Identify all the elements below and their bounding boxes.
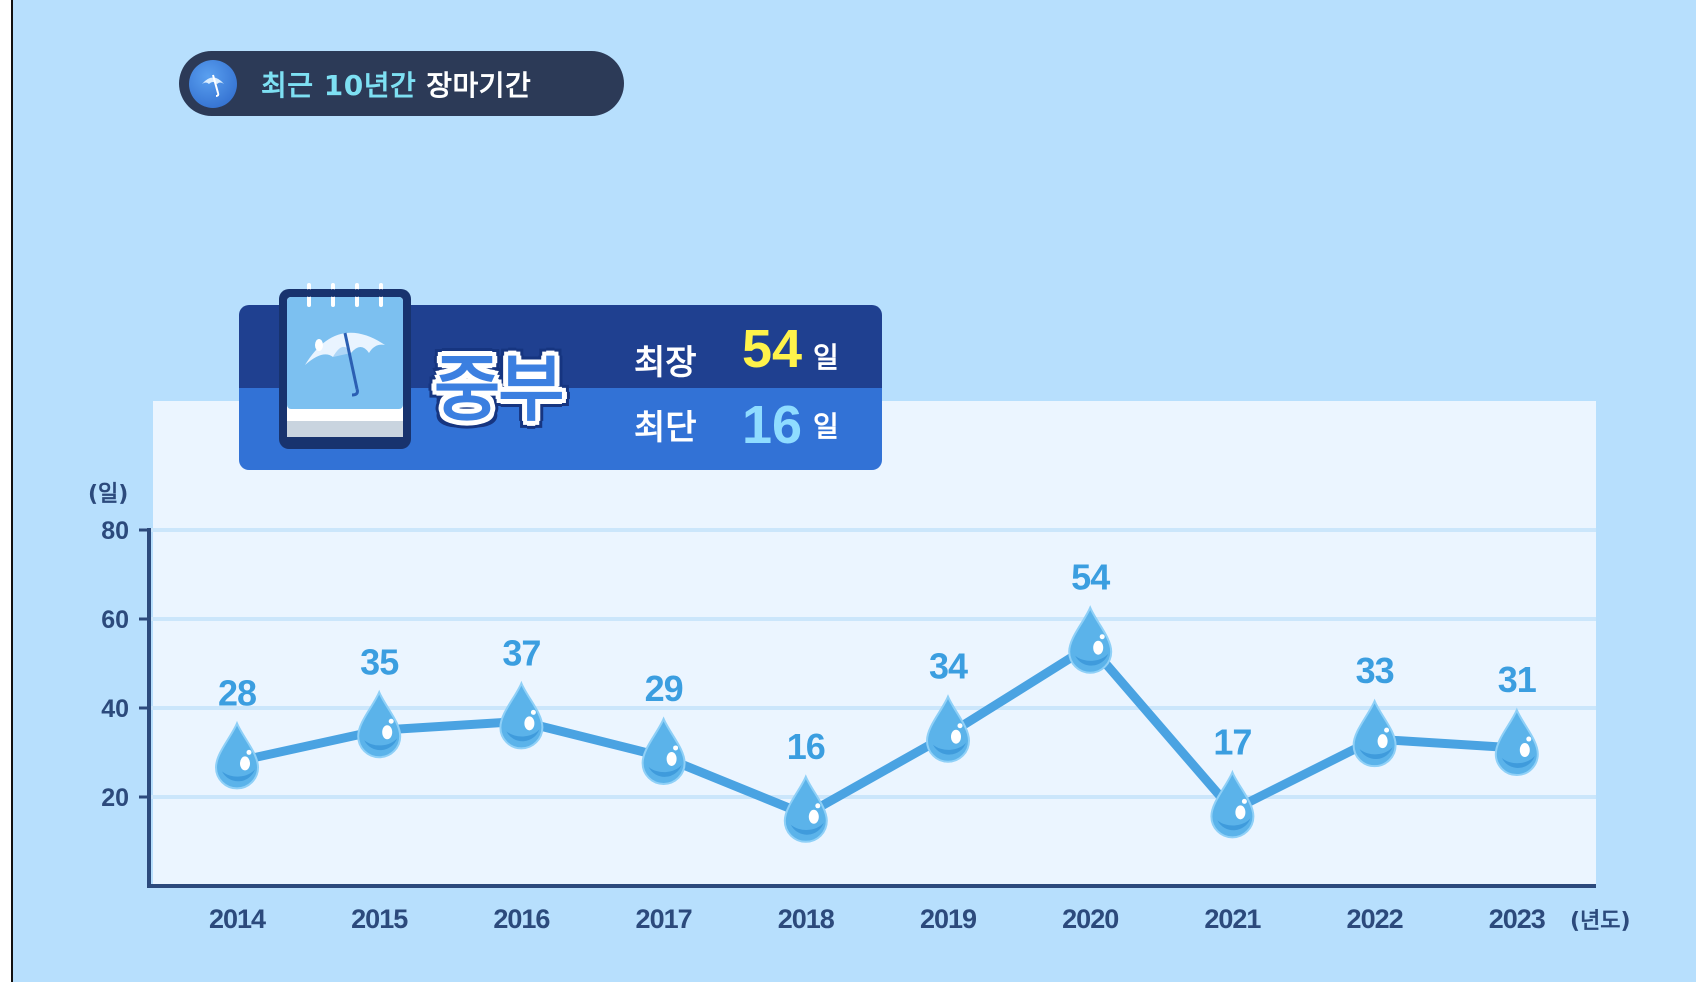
x-tick-label: 2019 — [920, 904, 977, 934]
data-label: 29 — [645, 668, 683, 709]
y-tick-label: 60 — [101, 606, 129, 634]
longest-unit: 일 — [813, 341, 839, 374]
x-tick-label: 2018 — [778, 904, 835, 934]
x-tick-label: 2016 — [493, 904, 550, 934]
title-subject: 장마기간 — [426, 68, 532, 102]
x-tick-label: 2023 — [1489, 904, 1546, 934]
frame-edge — [0, 0, 12, 982]
data-label: 54 — [1071, 557, 1110, 598]
y-tick-label: 20 — [101, 784, 129, 812]
data-label: 17 — [1213, 721, 1251, 762]
umbrella-icon — [189, 59, 237, 108]
data-label: 35 — [360, 641, 399, 682]
y-tick-label: 40 — [101, 695, 129, 723]
y-axis-unit: (일) — [88, 482, 129, 507]
data-label: 16 — [787, 726, 825, 767]
region-label: 중부 — [434, 347, 564, 431]
x-tick-label: 2014 — [209, 904, 266, 934]
shortest-unit: 일 — [813, 410, 839, 443]
data-label: 34 — [929, 646, 968, 687]
frame-border — [11, 0, 13, 982]
data-point-drop — [925, 694, 971, 763]
data-point-drop — [1494, 707, 1539, 777]
plot-area — [153, 401, 1596, 884]
data-point-drop — [783, 774, 828, 843]
data-point-drop — [641, 716, 686, 785]
calendar-umbrella-icon — [279, 283, 411, 449]
data-label: 33 — [1356, 650, 1394, 691]
data-point-drop — [499, 680, 544, 750]
data-point-drop — [1068, 605, 1113, 674]
data-label: 28 — [218, 672, 256, 713]
x-tick-label: 2017 — [636, 904, 692, 934]
x-axis-unit: (년도) — [1570, 909, 1631, 934]
x-tick-label: 2021 — [1204, 904, 1261, 934]
x-tick-label: 2022 — [1347, 904, 1403, 934]
shortest-value: 16 — [742, 395, 803, 455]
data-label: 31 — [1498, 659, 1537, 700]
x-tick-label: 2020 — [1062, 904, 1118, 934]
data-point-drop — [357, 689, 402, 759]
data-point-drop — [1210, 769, 1255, 839]
data-label: 37 — [502, 632, 540, 673]
longest-value: 54 — [742, 319, 803, 379]
data-point-drop — [1352, 698, 1397, 768]
y-tick-label: 80 — [101, 517, 129, 545]
longest-label: 최장 — [634, 343, 697, 383]
x-tick-label: 2015 — [351, 904, 408, 934]
series-line — [232, 641, 1522, 820]
shortest-label: 최단 — [634, 408, 697, 448]
title-period: 최근 10년간 — [261, 68, 417, 102]
chart-title: 최근 10년간 장마기간 — [261, 64, 531, 104]
title-badge: 최근 10년간 장마기간 — [179, 51, 624, 116]
data-point-drop — [214, 720, 260, 790]
